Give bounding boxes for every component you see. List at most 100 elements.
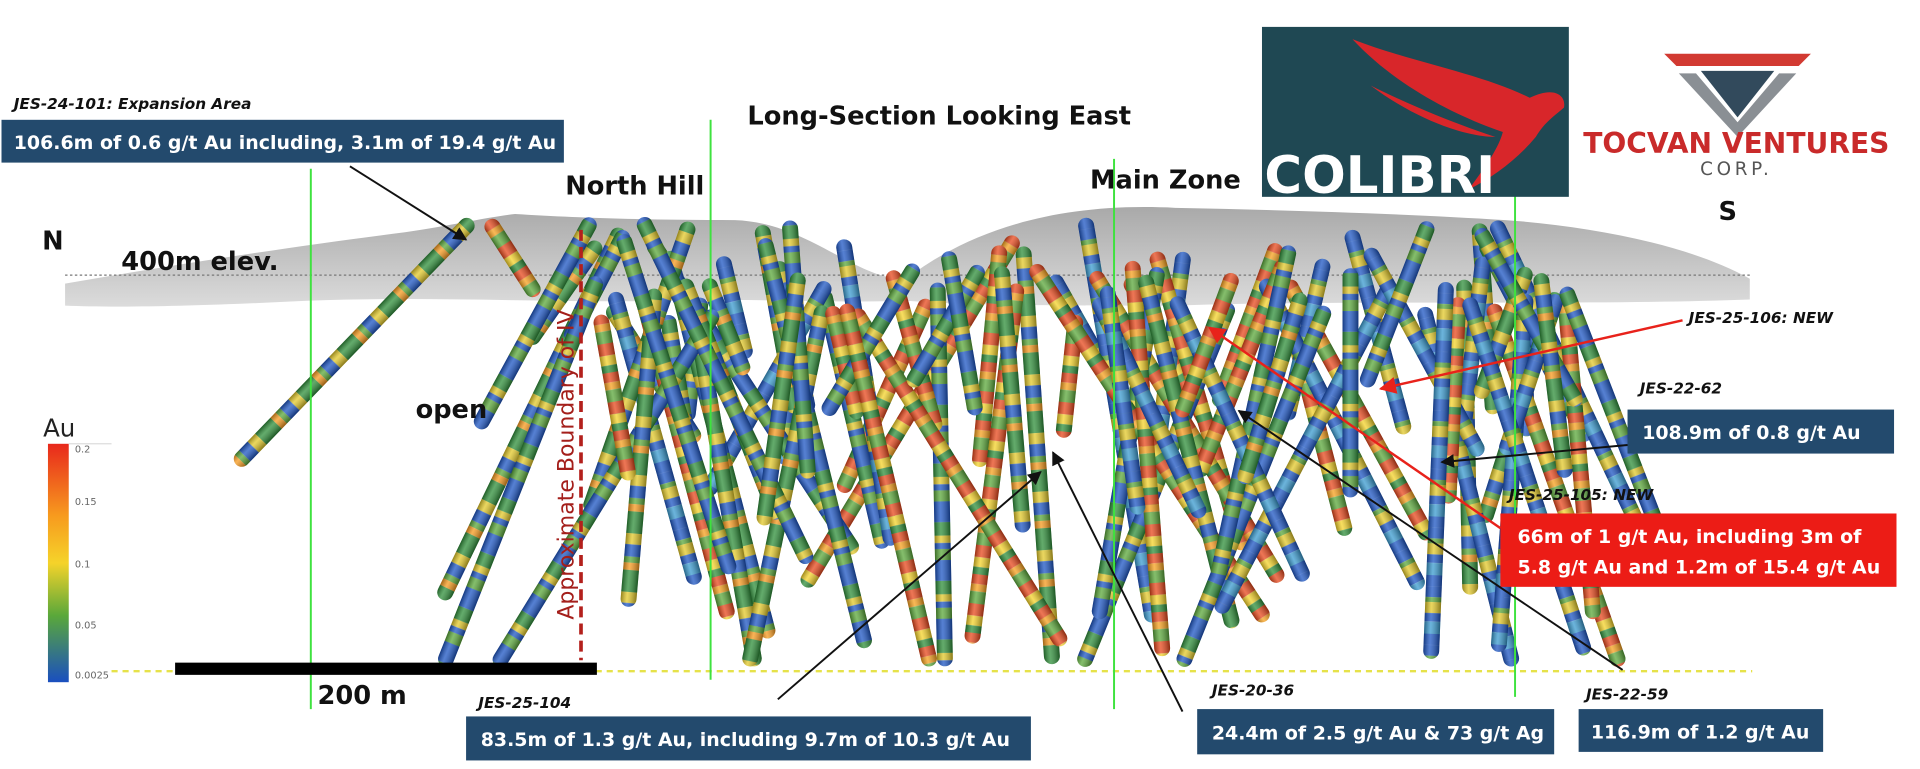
drill-hole: [756, 272, 806, 526]
tocvan-logo: TOCVAN VENTURES CORP.: [1570, 26, 1903, 197]
drill-hole: [616, 234, 737, 575]
drill-hole: [1533, 273, 1573, 478]
callout-text: 106.6m of 0.6 g/t Au including, 3.1m of …: [14, 132, 556, 154]
hole-shade: [1533, 273, 1573, 478]
hole-shade: [1099, 286, 1146, 515]
hole-label: JES-22-62: [1637, 380, 1722, 398]
drill-hole: [716, 256, 753, 359]
hole-label: JES-20-36: [1209, 682, 1295, 700]
hole-shade: [756, 272, 806, 526]
hole-shade: [839, 303, 937, 667]
legend-tick: 0.15: [75, 497, 97, 508]
title: Long-Section Looking East: [747, 102, 1131, 132]
hole-shade: [620, 288, 663, 607]
drill-hole: [839, 303, 937, 667]
drill-hole: [821, 263, 921, 416]
hole-shade: [492, 309, 720, 668]
callout: JES-25-106: NEW: [1378, 309, 1835, 394]
hole-shade: [438, 276, 603, 667]
hole-label: JES-22-59: [1583, 685, 1668, 703]
hole-shade: [1193, 259, 1291, 477]
hole-shade: [1342, 268, 1359, 498]
hole-shade: [929, 282, 953, 667]
arrow: [1378, 319, 1683, 394]
callout-box: [1578, 709, 1824, 752]
scale-label: 200 m: [318, 681, 407, 711]
callout: JES-22-59 116.9m of 1.2 g/t Au: [1237, 409, 1824, 752]
drill-hole: [906, 264, 985, 388]
topography: [65, 207, 1750, 307]
drill-hole: [994, 266, 1031, 533]
north-hill-label: North Hill: [565, 171, 704, 201]
arrow: [777, 471, 1042, 701]
drill-hole: [1099, 286, 1146, 515]
legend-tick: 0.1: [75, 559, 91, 570]
open-label: open: [416, 395, 488, 425]
legend-title: Au: [43, 413, 75, 442]
arrow: [1052, 451, 1184, 712]
main-zone-label: Main Zone: [1090, 165, 1241, 195]
legend-tick: 0.2: [75, 444, 91, 455]
hole-shade: [233, 217, 475, 467]
drill-hole: [929, 282, 953, 667]
logo-subtext: CORP.: [1700, 159, 1772, 180]
callout: JES-25-104 83.5m of 1.3 g/t Au, includin…: [466, 471, 1042, 761]
hole-shade: [1015, 246, 1060, 665]
hole-shade: [583, 221, 696, 514]
callout-text: 5.8 g/t Au and 1.2m of 15.4 g/t Au: [1517, 556, 1880, 578]
drill-hole: [1124, 260, 1171, 657]
drill-hole: [1138, 274, 1240, 629]
hole-shade: [1138, 274, 1240, 629]
hole-shade: [484, 218, 541, 298]
drill-hole: [492, 309, 720, 668]
logo-mark: [1678, 73, 1797, 137]
drill-hole: [583, 221, 696, 514]
drill-hole: [1423, 282, 1454, 659]
hole-shade: [885, 270, 943, 432]
drill-hole: [1015, 246, 1060, 665]
arrow: [349, 165, 468, 241]
callout: JES-24-101: Expansion Area 106.6m of 0.6…: [1, 95, 564, 241]
arrow: [1207, 326, 1502, 530]
hole-shade: [1559, 286, 1680, 572]
drill-hole: [1193, 259, 1291, 477]
hole-label: JES-25-106: NEW: [1686, 309, 1835, 327]
callout-text: 83.5m of 1.3 g/t Au, including 9.7m of 1…: [481, 729, 1010, 751]
callout-box: [1627, 409, 1895, 454]
logo-mark: [1700, 70, 1775, 118]
legend-bar: [47, 443, 69, 683]
drill-hole: [438, 276, 603, 667]
hole-shade: [687, 307, 762, 667]
logo-wing: [1352, 39, 1565, 190]
section-lines: [309, 119, 1517, 710]
callout-box: [1500, 513, 1897, 587]
hole-shade: [716, 256, 753, 359]
drill-hole: [593, 314, 636, 481]
callout-text: 66m of 1 g/t Au, including 3m of: [1517, 526, 1862, 548]
drill-hole: [233, 217, 475, 467]
drill-hole: [701, 278, 751, 376]
callout-box: [466, 716, 1031, 761]
elevation-label: 400m elev.: [121, 247, 278, 277]
hole-shade: [994, 266, 1031, 533]
logo-text: TOCVAN VENTURES: [1583, 127, 1889, 160]
drill-hole: [484, 218, 541, 298]
legend-tick: 0.0025: [75, 671, 109, 682]
hole-shade: [593, 314, 636, 481]
arrow: [1440, 444, 1628, 468]
drill-hole: [1455, 256, 1491, 434]
drill-hole: [1210, 245, 1297, 580]
hole-shade: [1359, 221, 1435, 388]
drill-hole: [885, 270, 943, 432]
drill-hole: [608, 291, 702, 585]
hole-shade: [941, 251, 983, 416]
scale-bar: [175, 662, 597, 675]
drill-hole: [825, 305, 865, 420]
hole-shade: [1124, 260, 1171, 657]
callout: JES-25-105: NEW 66m of 1 g/t Au, includi…: [1207, 326, 1897, 587]
drill-holes: [233, 216, 1680, 668]
drill-hole: [1559, 286, 1680, 572]
hole-shade: [1237, 292, 1308, 485]
callout-text: 108.9m of 0.8 g/t Au: [1642, 422, 1860, 444]
